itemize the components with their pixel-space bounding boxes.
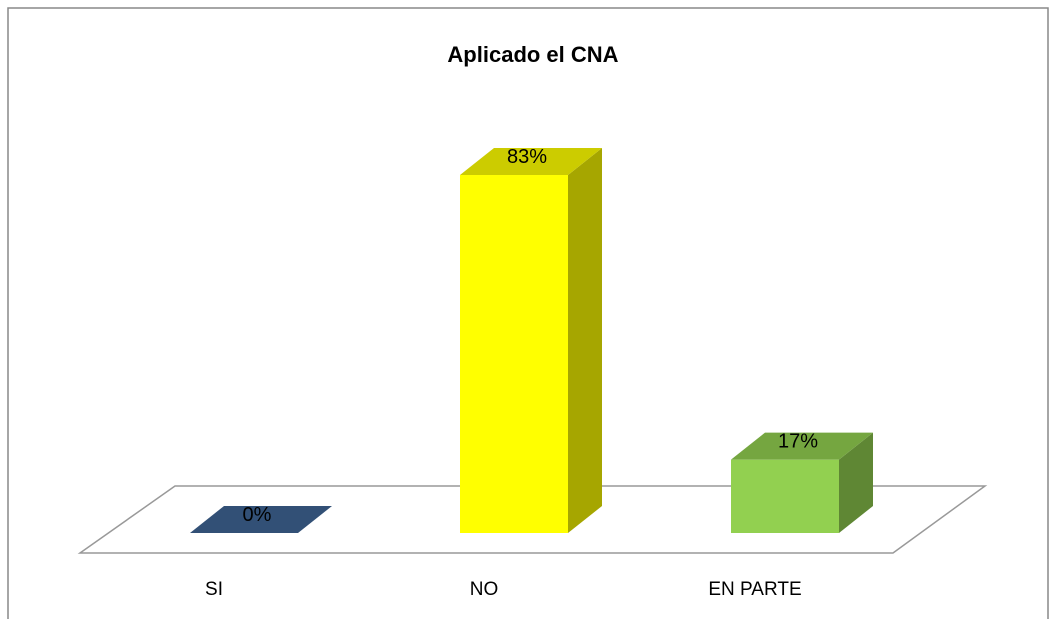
x-tick-label: EN PARTE <box>708 579 801 600</box>
data-label: 0% <box>243 504 272 526</box>
bar-top <box>190 506 332 533</box>
bar <box>460 175 568 533</box>
bar-top <box>731 432 873 460</box>
x-tick-label: NO <box>470 579 499 600</box>
data-label: 83% <box>507 146 547 168</box>
bar-side <box>568 148 602 533</box>
bar-top <box>460 148 602 175</box>
x-tick-label: SI <box>205 579 223 600</box>
bar-side <box>839 432 873 533</box>
bar <box>731 459 839 533</box>
chart-title: Aplicado el CNA <box>447 42 618 67</box>
data-label: 17% <box>778 430 818 452</box>
